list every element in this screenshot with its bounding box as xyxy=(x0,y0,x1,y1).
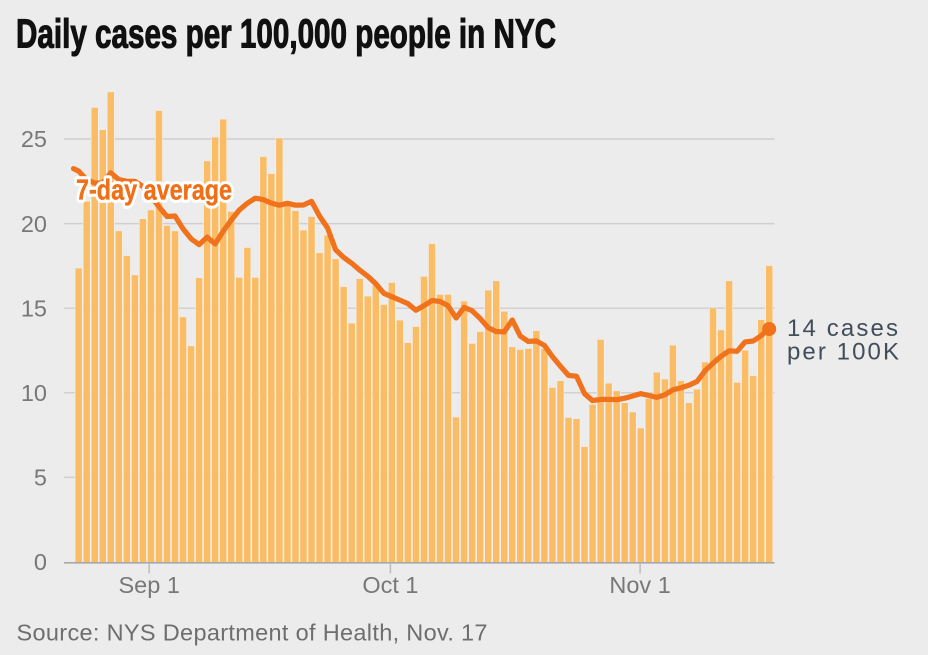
svg-text:per 100K: per 100K xyxy=(787,338,899,365)
svg-text:10: 10 xyxy=(21,380,47,406)
svg-text:Oct 1: Oct 1 xyxy=(362,572,418,598)
svg-text:14 cases: 14 cases xyxy=(787,315,898,342)
svg-text:25: 25 xyxy=(21,126,47,152)
svg-text:0: 0 xyxy=(34,549,47,575)
svg-text:Nov 1: Nov 1 xyxy=(609,572,670,598)
svg-text:5: 5 xyxy=(34,465,47,491)
svg-text:Sep 1: Sep 1 xyxy=(118,572,179,598)
svg-text:7-day average: 7-day average xyxy=(76,175,232,207)
svg-text:20: 20 xyxy=(21,211,47,237)
svg-text:Daily cases per 100,000 people: Daily cases per 100,000 people in NYC xyxy=(16,11,556,57)
svg-text:7-day average: 7-day average xyxy=(76,175,232,207)
svg-text:Source: NYS Department of Heal: Source: NYS Department of Health, Nov. 1… xyxy=(17,620,488,646)
svg-text:15: 15 xyxy=(21,295,47,321)
